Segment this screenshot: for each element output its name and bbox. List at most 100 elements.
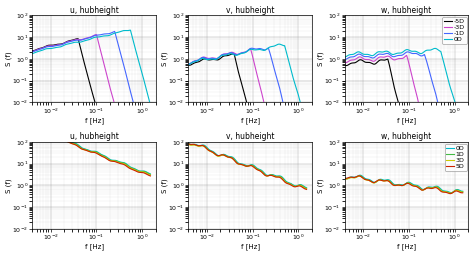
0D (389, 180, 394, 184)
0D (342, 176, 347, 179)
-1D (232, 53, 238, 56)
Title: w, hubheight: w, hubheight (382, 132, 432, 141)
Y-axis label: S (f): S (f) (318, 178, 324, 193)
1D (115, 160, 121, 163)
5D (271, 175, 276, 178)
-5D (230, 52, 236, 56)
Line: -5D: -5D (345, 59, 463, 109)
-5D (224, 54, 230, 57)
5D (416, 187, 422, 190)
Line: 3D: 3D (345, 176, 463, 193)
-3D (232, 52, 238, 55)
1D (232, 159, 238, 162)
3D (416, 186, 422, 189)
3D (44, 131, 49, 134)
5D (342, 177, 347, 180)
-3D (200, 56, 205, 59)
5D (304, 188, 310, 191)
0D (68, 140, 73, 143)
-5D (397, 107, 403, 110)
-3D (428, 107, 433, 110)
5D (68, 142, 73, 145)
-5D (233, 58, 238, 61)
-3D (403, 54, 409, 57)
1D (271, 174, 276, 177)
-1D (380, 53, 386, 56)
Line: -3D: -3D (189, 49, 307, 109)
-5D (116, 107, 121, 110)
0D (200, 57, 205, 60)
X-axis label: f [Hz]: f [Hz] (241, 117, 260, 124)
Line: 5D: 5D (189, 144, 307, 189)
0D (381, 178, 386, 182)
-3D (263, 107, 268, 110)
5D (115, 161, 120, 164)
-1D (405, 50, 410, 54)
0D (147, 103, 153, 106)
-3D (44, 45, 49, 48)
1D (224, 155, 230, 158)
5D (232, 160, 238, 163)
3D (224, 155, 230, 158)
5D (356, 174, 362, 177)
Line: 5D: 5D (32, 129, 150, 176)
5D (427, 187, 433, 190)
3D (29, 127, 35, 131)
0D (224, 53, 230, 56)
-3D (272, 107, 277, 110)
0D (427, 186, 433, 189)
-1D (147, 107, 153, 110)
3D (304, 187, 310, 190)
-5D (200, 58, 205, 61)
0D (356, 174, 362, 177)
-1D (29, 50, 35, 53)
-5D (68, 39, 73, 42)
Line: -5D: -5D (32, 39, 150, 109)
0D (44, 130, 49, 133)
Line: 5D: 5D (345, 176, 463, 194)
Line: 1D: 1D (345, 176, 463, 193)
5D (428, 187, 434, 190)
-1D (116, 44, 121, 47)
1D (389, 182, 394, 185)
1D (115, 160, 120, 163)
-1D (428, 75, 434, 78)
0D (460, 190, 465, 193)
0D (115, 159, 120, 163)
0D (304, 107, 310, 110)
3D (186, 143, 191, 146)
-5D (147, 107, 153, 110)
-3D (380, 56, 386, 59)
1D (260, 170, 265, 174)
-5D (94, 107, 100, 110)
-1D (437, 107, 442, 110)
-5D (29, 49, 35, 52)
1D (68, 141, 73, 144)
0D (115, 31, 121, 34)
-1D (115, 42, 121, 45)
1D (356, 174, 362, 177)
0D (115, 160, 121, 163)
Y-axis label: S (f): S (f) (162, 178, 168, 193)
3D (460, 191, 465, 194)
3D (428, 187, 434, 190)
1D (44, 130, 49, 133)
-3D (389, 57, 394, 60)
-5D (428, 107, 434, 110)
3D (68, 142, 73, 145)
Title: u, hubheight: u, hubheight (70, 132, 118, 141)
Line: 3D: 3D (32, 129, 150, 175)
0D (68, 42, 73, 45)
5D (147, 174, 153, 177)
-3D (247, 47, 253, 50)
X-axis label: f [Hz]: f [Hz] (397, 244, 416, 250)
-1D (104, 32, 109, 35)
-5D (75, 37, 81, 40)
-3D (417, 107, 423, 110)
3D (104, 157, 109, 160)
Title: v, hubheight: v, hubheight (226, 132, 274, 141)
0D (272, 174, 277, 177)
-3D (113, 107, 119, 110)
3D (115, 161, 120, 164)
-3D (76, 38, 82, 41)
